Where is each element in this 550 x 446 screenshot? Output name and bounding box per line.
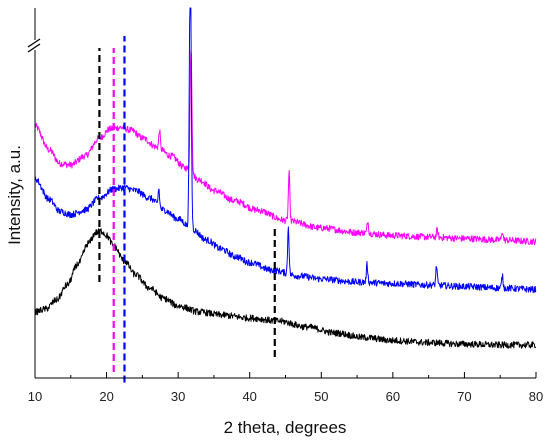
series-line xyxy=(34,7,537,294)
series-line xyxy=(34,228,537,349)
x-tick-label: 60 xyxy=(386,389,400,404)
x-tick-label: 40 xyxy=(242,389,256,404)
axis-break-slash xyxy=(27,38,41,48)
x-tick-label: 30 xyxy=(171,389,185,404)
y-axis-title: Intensity, a.u. xyxy=(5,145,24,245)
axis-break-slash xyxy=(27,43,41,53)
axis-break-gap xyxy=(29,40,41,50)
x-axis-title: 2 theta, degrees xyxy=(224,418,347,437)
x-tick-label: 50 xyxy=(314,389,328,404)
x-tick-label: 10 xyxy=(28,389,42,404)
series-line xyxy=(34,50,537,246)
plot-area xyxy=(27,7,537,383)
x-tick-label: 80 xyxy=(529,389,543,404)
x-tick-label: 70 xyxy=(457,389,471,404)
x-tick-labels: 10 20 30 40 50 60 70 80 xyxy=(28,389,543,404)
x-tick-label: 20 xyxy=(99,389,113,404)
